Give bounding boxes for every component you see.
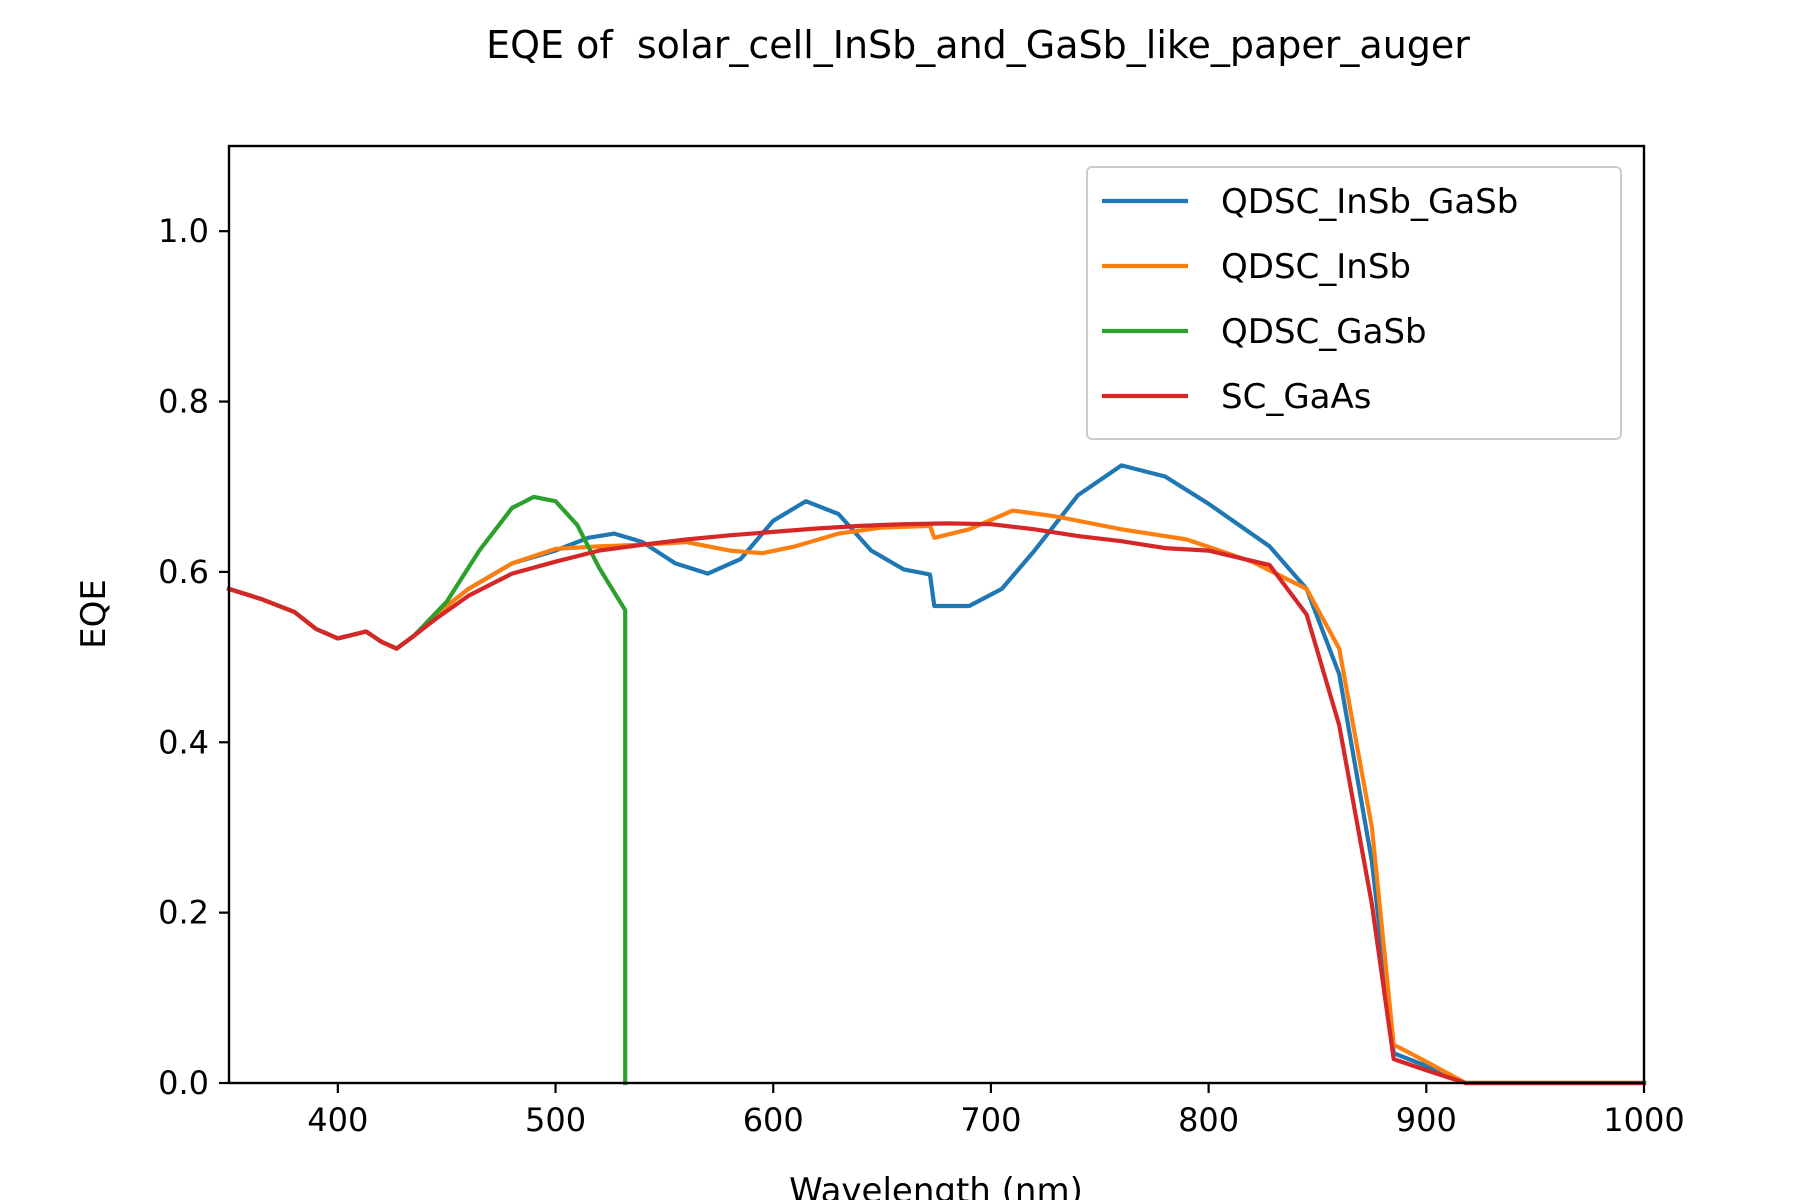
x-tick-label: 800 (1178, 1101, 1239, 1139)
chart-title: EQE of solar_cell_InSb_and_GaSb_like_pap… (486, 23, 1470, 67)
legend-box (1086, 166, 1622, 440)
x-tick-label: 1000 (1603, 1101, 1684, 1139)
x-tick-label: 700 (960, 1101, 1021, 1139)
legend: QDSC_InSb_GaSb QDSC_InSb QDSC_GaSb SC_GaAs (1086, 166, 1622, 440)
legend-entry-label: QDSC_InSb (1221, 247, 1411, 287)
plot-frame (227, 144, 1646, 1085)
y-tick-label: 0.4 (158, 723, 209, 761)
x-axis-label: Wavelength (nm) (789, 1171, 1083, 1200)
y-axis-label: EQE (74, 579, 114, 649)
y-tick-label: 0.0 (158, 1064, 209, 1102)
legend-entry-label: QDSC_InSb_GaSb (1221, 182, 1518, 222)
x-tick-label: 900 (1396, 1101, 1457, 1139)
x-tick-label: 600 (743, 1101, 804, 1139)
y-tick-label: 0.6 (158, 553, 209, 591)
legend-entry-label: SC_GaAs (1221, 377, 1371, 417)
x-tick-label: 400 (307, 1101, 368, 1139)
x-tick-label: 500 (525, 1101, 586, 1139)
y-tick-label: 1.0 (158, 212, 209, 250)
series-line-SC_GaAs (226, 521, 1647, 1086)
y-tick-label: 0.2 (158, 894, 209, 932)
y-tick-label: 0.8 (158, 383, 209, 421)
series-layer (226, 463, 1647, 1086)
legend-entry-label: QDSC_GaSb (1221, 312, 1427, 352)
y-axis-ticks: 0.0 0.2 0.4 0.6 0.8 1.0 (158, 212, 229, 1102)
x-axis-ticks: 400 500 600 700 800 900 1000 (307, 1083, 1685, 1139)
